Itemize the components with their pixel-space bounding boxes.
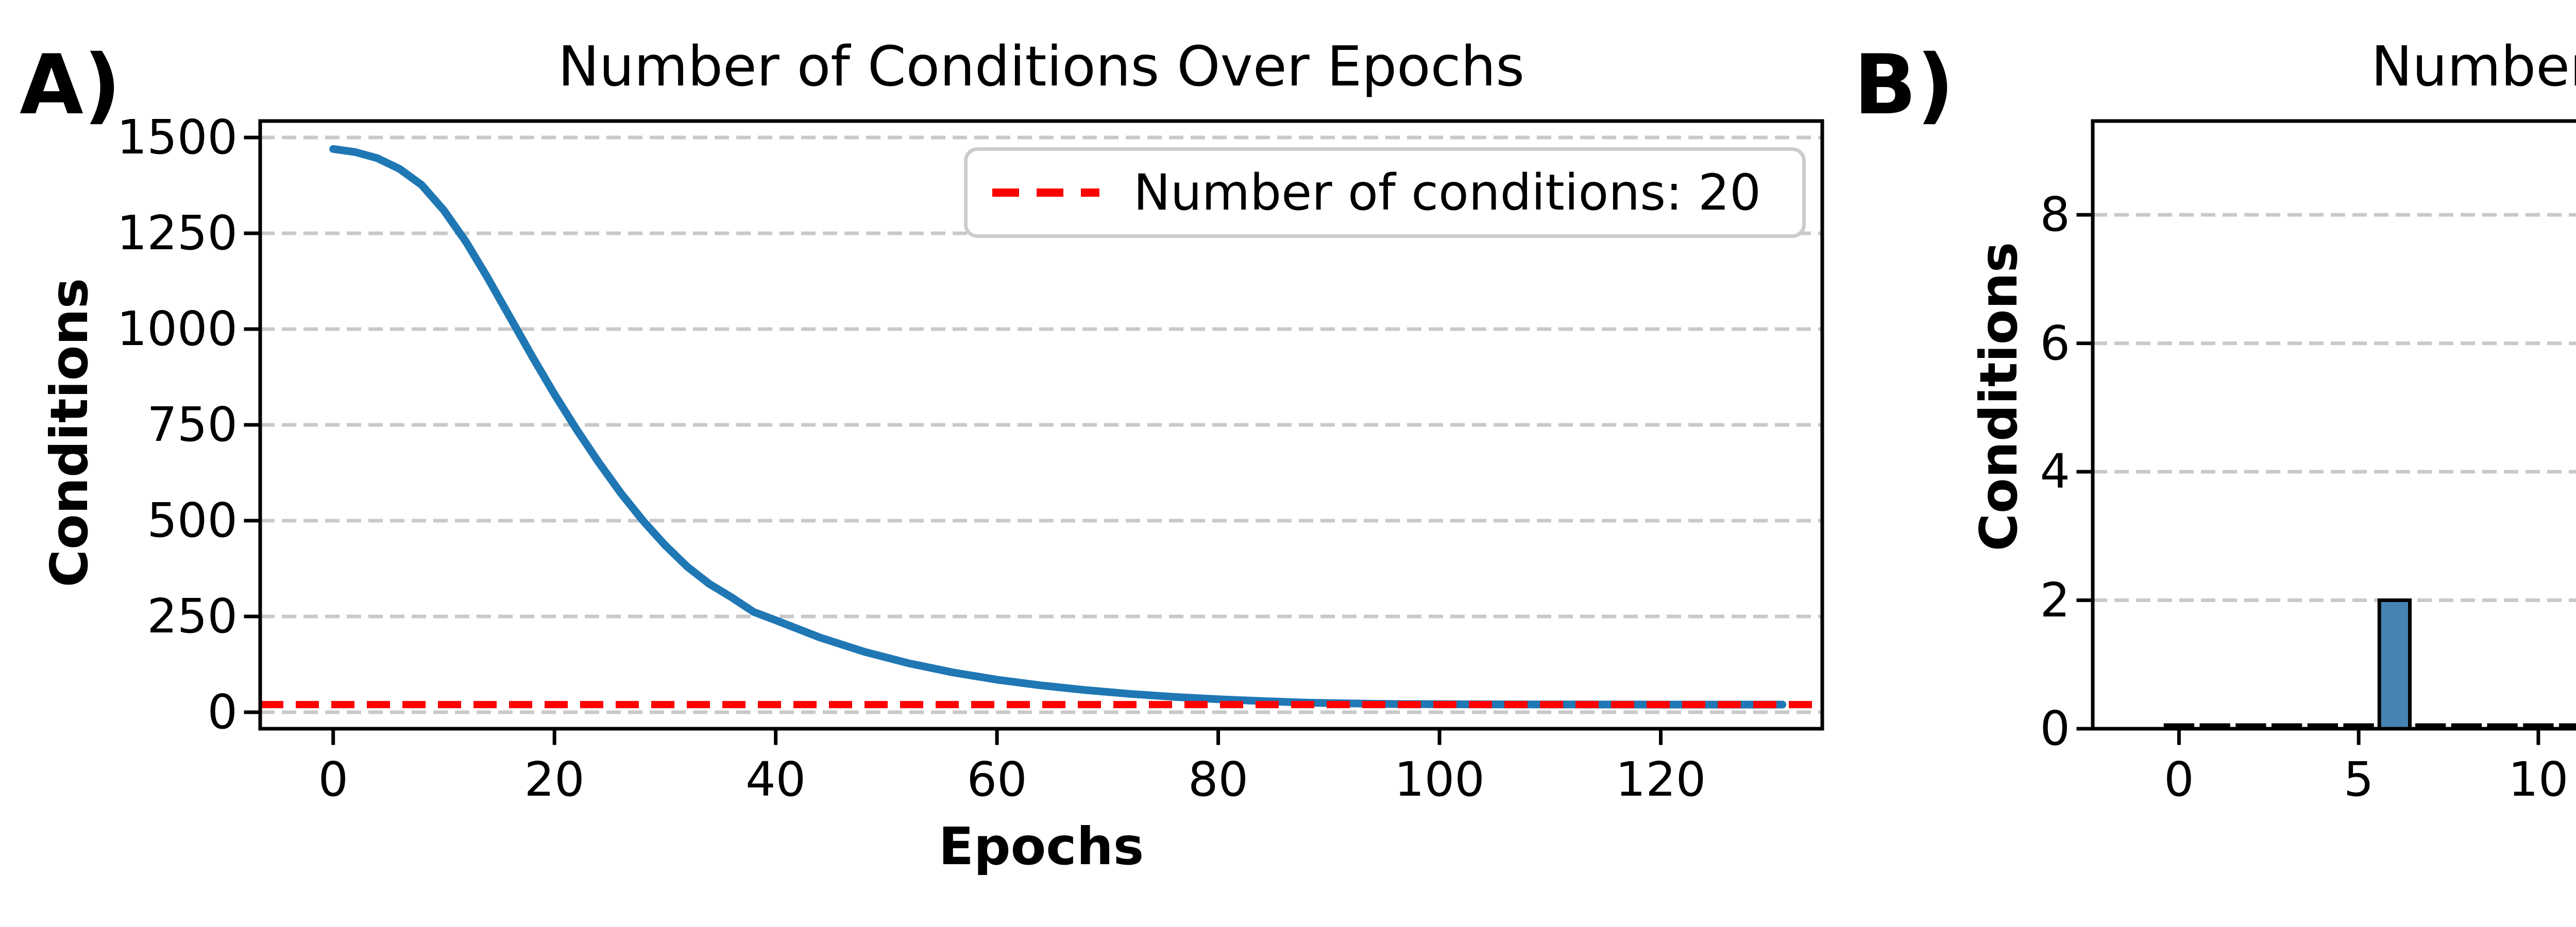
chart-a-x-tick-label: 80 bbox=[1188, 752, 1249, 807]
legend-dashed-line-sample bbox=[992, 188, 1099, 197]
chart-a-x-axis-title: Epochs bbox=[938, 816, 1144, 877]
chart-b-y-tick-label: 4 bbox=[2040, 444, 2070, 500]
chart-a-x-tick-label: 120 bbox=[1615, 752, 1706, 807]
chart-b-y-tick-label: 8 bbox=[2040, 187, 2070, 243]
chart-a-x-tick-label: 60 bbox=[967, 752, 1027, 807]
chart-b-x-tick-label: 0 bbox=[2164, 752, 2194, 807]
chart-a-x-tick-label: 0 bbox=[318, 752, 348, 807]
chart-b-x-tick-label: 5 bbox=[2343, 752, 2374, 807]
chart-a-x-tick-label: 20 bbox=[524, 752, 585, 807]
chart-b-y-tick-label: 6 bbox=[2040, 315, 2070, 371]
chart-a-x-tick-label: 100 bbox=[1394, 752, 1485, 807]
chart-a-y-tick-label: 0 bbox=[207, 684, 238, 740]
panel-b-label: B) bbox=[1854, 37, 1955, 133]
chart-b-y-tick-label: 2 bbox=[2040, 572, 2070, 628]
chart-a-y-tick-label: 750 bbox=[147, 397, 238, 452]
chart-a-y-tick-label: 500 bbox=[147, 493, 238, 548]
legend-entry-label: Number of conditions: 20 bbox=[1133, 164, 1761, 221]
chart-a-x-tick-label: 40 bbox=[745, 752, 806, 807]
chart-a-title: Number of Conditions Over Epochs bbox=[557, 35, 1525, 99]
chart-a-y-tick-label: 1000 bbox=[116, 301, 238, 356]
chart-a-y-tick-label: 250 bbox=[147, 589, 238, 644]
panel-a-label: A) bbox=[20, 37, 121, 133]
chart-a-y-tick-label: 1500 bbox=[116, 109, 238, 165]
chart-a-y-tick-label: 1250 bbox=[116, 205, 238, 261]
chart-b-title: Number of Conditions per Rule Index bbox=[2371, 35, 2576, 99]
axes-spines bbox=[258, 119, 1824, 731]
chart-b-y-tick-label: 0 bbox=[2040, 701, 2070, 756]
bar bbox=[2377, 598, 2412, 731]
chart-b-x-tick-label: 10 bbox=[2508, 752, 2569, 807]
axes-spines bbox=[2091, 119, 2576, 731]
legend: Number of conditions: 20 bbox=[964, 147, 1806, 238]
